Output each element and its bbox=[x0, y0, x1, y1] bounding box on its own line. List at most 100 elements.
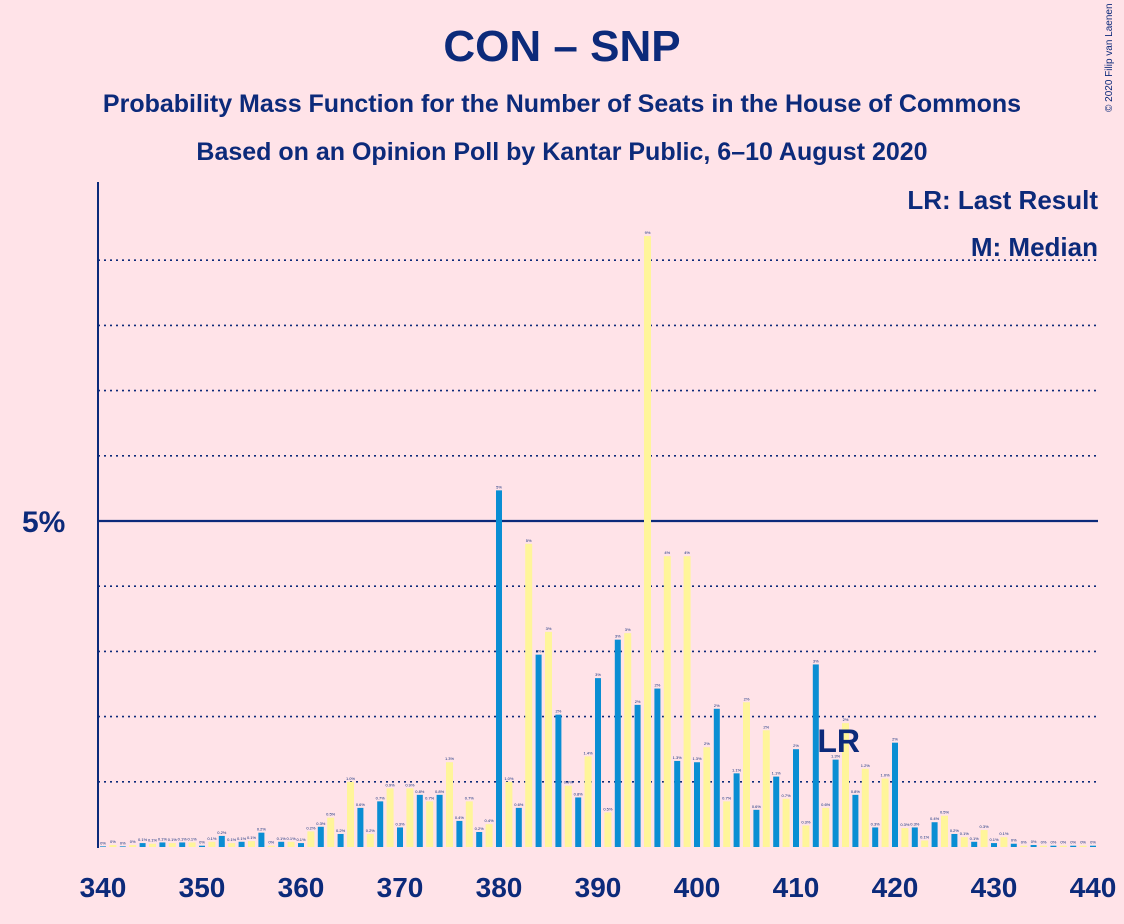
bar-label-388: 0.8% bbox=[574, 791, 584, 796]
bar-seat-359 bbox=[287, 841, 295, 847]
bar-label-375: 1.3% bbox=[445, 756, 455, 761]
bar-seat-370 bbox=[397, 827, 403, 847]
bar-seat-431 bbox=[1000, 837, 1008, 847]
bar-label-396: 2% bbox=[655, 683, 661, 688]
bar-seat-438 bbox=[1070, 845, 1077, 847]
bar-label-402: 2% bbox=[714, 703, 720, 708]
bar-seat-371 bbox=[406, 788, 414, 847]
bar-seat-343 bbox=[129, 845, 137, 847]
bar-label-434: 0% bbox=[1031, 839, 1037, 844]
bar-seat-422 bbox=[911, 827, 918, 847]
bar-seat-388 bbox=[575, 797, 582, 847]
bar-label-370: 0.3% bbox=[395, 821, 405, 826]
bar-seat-360 bbox=[298, 843, 304, 847]
bar-label-341: 0% bbox=[110, 839, 116, 844]
x-tick-340: 340 bbox=[80, 872, 127, 903]
bar-label-342: 0% bbox=[120, 840, 126, 845]
bar-label-343: 0% bbox=[130, 839, 136, 844]
bar-seat-390 bbox=[595, 678, 601, 847]
bar-label-383: 5% bbox=[526, 538, 532, 543]
bar-label-419: 1.0% bbox=[881, 773, 891, 778]
bar-label-408: 1.1% bbox=[772, 771, 782, 776]
bar-label-420: 2% bbox=[892, 737, 898, 742]
bar-label-350: 0% bbox=[199, 840, 205, 845]
bar-seat-402 bbox=[713, 708, 720, 847]
bar-label-436: 0% bbox=[1051, 840, 1057, 845]
bar-seat-373 bbox=[426, 801, 434, 847]
bar-seat-411 bbox=[802, 825, 810, 847]
bar-seat-369 bbox=[386, 788, 394, 847]
bar-seat-394 bbox=[634, 704, 641, 847]
bar-label-378: 0.2% bbox=[475, 826, 485, 831]
bar-seat-347 bbox=[168, 843, 176, 847]
bar-label-407: 2% bbox=[763, 724, 769, 729]
bar-label-390: 3% bbox=[595, 672, 601, 677]
bar-seat-358 bbox=[278, 841, 285, 847]
bar-label-368: 0.7% bbox=[376, 795, 386, 800]
x-tick-420: 420 bbox=[872, 872, 919, 903]
chart-title: CON – SNP bbox=[443, 22, 681, 71]
bar-seat-357 bbox=[267, 845, 275, 847]
bar-label-421: 0.3% bbox=[900, 822, 910, 827]
bar-seat-376 bbox=[456, 820, 463, 847]
bar-seat-418 bbox=[872, 827, 879, 847]
chart-subtitle-2: Based on an Opinion Poll by Kantar Publi… bbox=[196, 138, 928, 166]
bar-seat-378 bbox=[476, 832, 483, 847]
bar-seat-396 bbox=[654, 688, 661, 847]
x-tick-410: 410 bbox=[773, 872, 820, 903]
bar-label-386: 2% bbox=[556, 709, 562, 714]
bar-seat-351 bbox=[208, 841, 216, 847]
bar-seat-391 bbox=[604, 812, 612, 847]
bar-label-411: 0.3% bbox=[801, 819, 811, 824]
bar-label-359: 0.1% bbox=[287, 836, 297, 841]
bar-labels: 0% 0% 0% 0% 0.1% 0.1% 0.1% 0.1% 0.1% 0.1%0%0.1%0.… bbox=[100, 230, 1096, 845]
bar-seat-364 bbox=[337, 833, 344, 847]
bar-seat-392 bbox=[614, 639, 621, 847]
bar-label-439: 0% bbox=[1080, 840, 1086, 845]
bar-label-361: 0.2% bbox=[306, 825, 316, 830]
bar-label-399: 4% bbox=[684, 550, 690, 555]
bar-seat-407 bbox=[762, 730, 770, 847]
bar-seat-344 bbox=[139, 843, 146, 847]
bar-seat-404 bbox=[733, 773, 740, 847]
bar-label-366: 0.6% bbox=[356, 802, 366, 807]
bar-label-355: 0.1% bbox=[247, 835, 257, 840]
bar-label-398: 1.3% bbox=[673, 755, 683, 760]
bar-label-372: 0.8% bbox=[415, 789, 425, 794]
bar-seat-432 bbox=[1010, 843, 1017, 847]
legend-median: M: Median bbox=[971, 232, 1098, 262]
bar-label-352: 0.2% bbox=[217, 830, 227, 835]
bar-label-389: 1.4% bbox=[584, 750, 594, 755]
bar-label-414: 1.3% bbox=[831, 754, 841, 759]
bar-label-365: 1.0% bbox=[346, 776, 356, 781]
bar-label-367: 0.2% bbox=[366, 828, 376, 833]
chart-subtitle-1: Probability Mass Function for the Number… bbox=[102, 90, 1022, 118]
bar-seat-352 bbox=[218, 835, 225, 847]
bar-seat-426 bbox=[951, 833, 958, 847]
bar-label-406: 0.6% bbox=[752, 804, 762, 809]
bar-seat-401 bbox=[703, 747, 711, 847]
bar-label-340: 0% bbox=[100, 840, 106, 845]
bar-seat-429 bbox=[980, 830, 988, 847]
bar-label-423: 0.1% bbox=[920, 834, 930, 839]
bar-label-363: 0.5% bbox=[326, 812, 336, 817]
bar-label-373: 0.7% bbox=[425, 795, 435, 800]
x-tick-380: 380 bbox=[476, 872, 523, 903]
bar-seat-409 bbox=[782, 798, 790, 847]
x-tick-350: 350 bbox=[179, 872, 226, 903]
bar-label-384: 3% bbox=[536, 649, 542, 654]
bar-seat-398 bbox=[674, 760, 681, 847]
bar-label-395: 9% bbox=[645, 230, 651, 235]
bar-seat-416 bbox=[852, 794, 859, 847]
bar-label-401: 2% bbox=[704, 741, 710, 746]
bar-label-415: 2% bbox=[843, 717, 849, 722]
bar-seat-395 bbox=[644, 236, 651, 848]
bar-seat-419 bbox=[881, 778, 889, 847]
bar-seat-410 bbox=[793, 749, 799, 847]
bar-seat-424 bbox=[931, 822, 938, 847]
bar-label-412: 3% bbox=[813, 658, 819, 663]
bar-label-397: 4% bbox=[664, 550, 670, 555]
bar-seat-377 bbox=[465, 801, 473, 847]
bar-seat-389 bbox=[584, 756, 592, 847]
bar-label-437: 0% bbox=[1060, 840, 1066, 845]
